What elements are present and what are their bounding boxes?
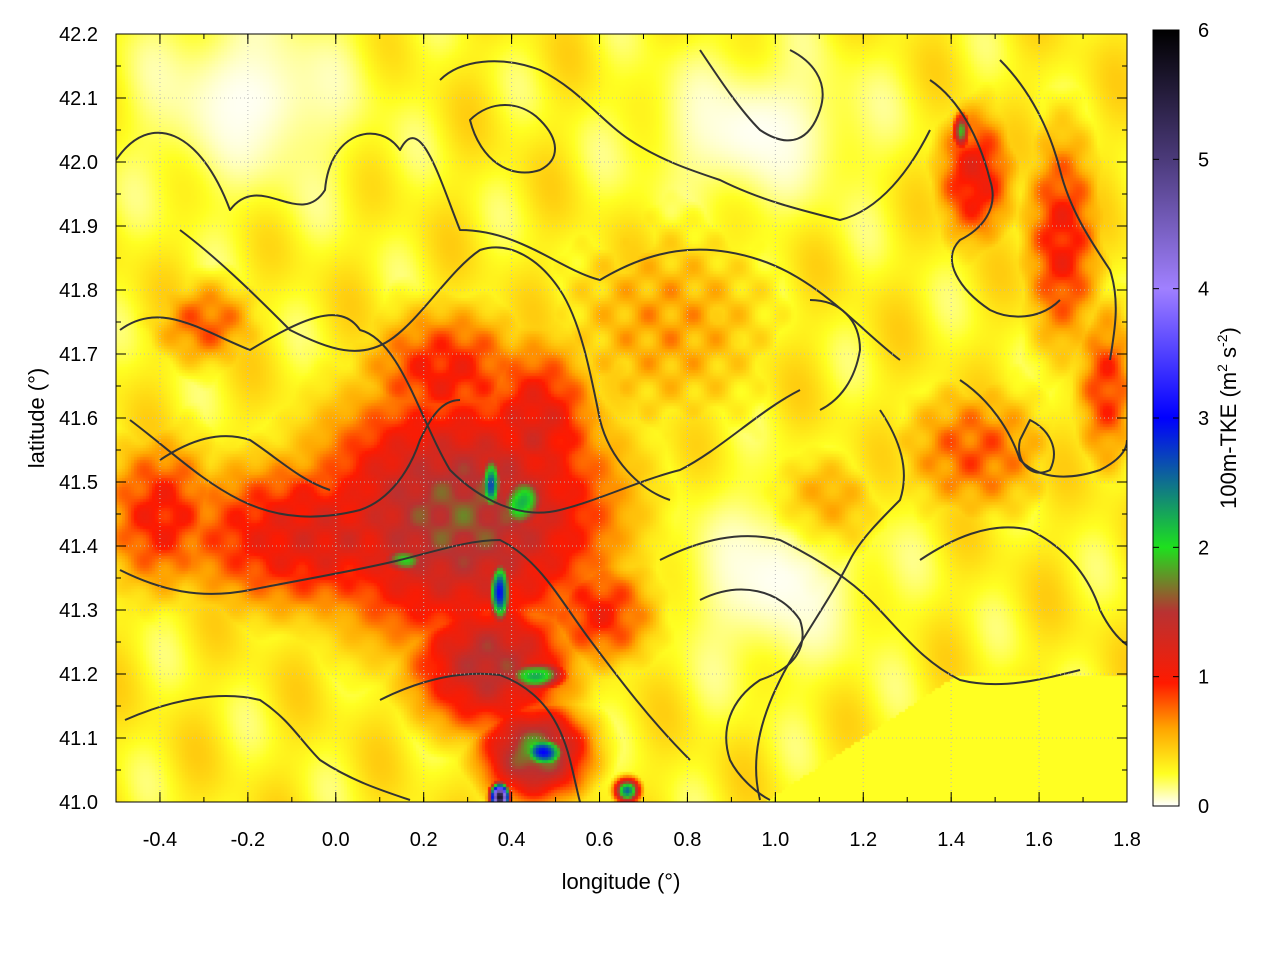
contour-line (809, 299, 861, 411)
colorbar-tick-label: 5 (1198, 149, 1209, 171)
contour-line (379, 672, 581, 802)
contour-line (439, 60, 931, 221)
x-tick-label: 0.4 (498, 829, 526, 851)
x-axis-label: longitude (°) (562, 869, 681, 894)
colorbar-tick-label: 3 (1198, 408, 1209, 430)
contour-line (755, 409, 905, 801)
contour-line (999, 59, 1117, 361)
x-tick-label: 0.0 (322, 829, 350, 851)
y-axis-label: latitude (°) (24, 368, 49, 469)
x-tick-labels: -0.4 -0.2 0.0 0.2 0.4 0.6 0.8 1.0 1.2 1.4 1.6 1.8 (143, 829, 1141, 851)
x-tick-label: 1.0 (761, 829, 789, 851)
y-tick-label: 41.3 (59, 600, 98, 622)
y-tick-labels: 41.0 41.1 41.2 41.3 41.4 41.5 41.6 41.7 41.8 41.9… (59, 24, 98, 814)
contour-line (659, 535, 1081, 686)
y-tick-label: 41.0 (59, 792, 98, 814)
y-tick-label: 41.8 (59, 280, 98, 302)
terrain-contour-lines (116, 49, 1127, 802)
contour-line (159, 435, 331, 491)
x-tick-label: -0.4 (143, 829, 177, 851)
x-tick-label: 1.4 (937, 829, 965, 851)
y-tick-label: 41.5 (59, 472, 98, 494)
colorbar-tick-label: 6 (1198, 20, 1209, 42)
contour-line (929, 79, 1061, 318)
colorbar-tick-label: 1 (1198, 667, 1209, 689)
contour-line (124, 695, 411, 801)
x-tick-label: 0.8 (674, 829, 702, 851)
heatmap-field (116, 34, 1127, 802)
contour-line (959, 379, 1127, 478)
x-tick-label: 1.6 (1025, 829, 1053, 851)
colorbar-ticks: 0 1 2 3 4 5 6 (1153, 20, 1209, 818)
contour-line (116, 131, 901, 361)
y-tick-label: 41.2 (59, 664, 98, 686)
x-tick-label: 1.2 (849, 829, 877, 851)
contour-line (919, 526, 1127, 646)
axis-ticks (115, 33, 1128, 803)
y-tick-label: 41.6 (59, 408, 98, 430)
y-tick-label: 41.7 (59, 344, 98, 366)
contour-line (469, 104, 556, 174)
y-tick-label: 41.1 (59, 728, 98, 750)
colorbar-tick-label: 0 (1198, 796, 1209, 818)
y-tick-label: 42.2 (59, 24, 98, 46)
colorbar-tick-label: 4 (1198, 279, 1209, 301)
y-tick-label: 42.1 (59, 88, 98, 110)
colorbar-tick-label: 2 (1198, 537, 1209, 559)
contour-line (129, 399, 461, 518)
contour-line (699, 588, 804, 801)
contour-line (179, 229, 671, 501)
grid-lines (116, 34, 1127, 802)
y-tick-label: 42.0 (59, 152, 98, 174)
contour-line (699, 49, 824, 142)
x-tick-label: -0.2 (231, 829, 265, 851)
contour-line (119, 314, 801, 514)
contour-line (119, 539, 691, 761)
y-tick-label: 41.4 (59, 536, 98, 558)
contour-line (1018, 419, 1055, 474)
x-tick-label: 0.6 (586, 829, 614, 851)
colorbar-label: 100m-TKE (m2 s-2) (1214, 327, 1241, 509)
x-tick-label: 1.8 (1113, 829, 1141, 851)
y-tick-label: 41.9 (59, 216, 98, 238)
x-tick-label: 0.2 (410, 829, 438, 851)
